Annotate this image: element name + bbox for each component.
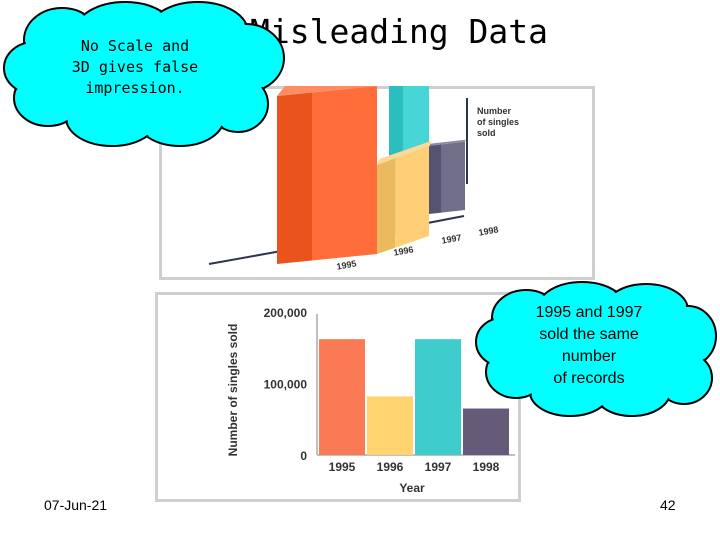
bar-3d-1998 <box>429 139 466 214</box>
callout-line: impression. <box>85 79 185 97</box>
slide-title: Misleading Data <box>250 12 549 51</box>
value-axis-label: of singles <box>477 117 519 127</box>
callout-cloud-3d-warning: No Scale and 3D gives false impression. <box>0 0 290 150</box>
bar-3d-1995 <box>277 86 377 264</box>
year-label: 1998 <box>478 224 499 237</box>
callout-cloud-same-records: 1995 and 1997 sold the same number of re… <box>474 280 720 420</box>
x-tick-label: 1997 <box>425 460 452 474</box>
callout-line: sold the same <box>539 326 639 343</box>
x-tick-label: 1998 <box>473 460 500 474</box>
y-tick-label: 200,000 <box>264 306 308 320</box>
value-axis-label: sold <box>477 128 496 138</box>
callout-line: of records <box>553 370 625 387</box>
y-tick-label: 100,000 <box>264 378 308 392</box>
cloud-shape <box>475 281 717 417</box>
y-tick-label: 0 <box>300 449 307 463</box>
bar-1998 <box>463 408 509 455</box>
callout-line: number <box>561 348 617 365</box>
year-label: 1997 <box>441 232 462 245</box>
callout-line: 1995 and 1997 <box>535 304 643 321</box>
value-axis-label: Number <box>477 106 512 116</box>
callout-line: No Scale and <box>80 37 190 55</box>
y-axis-title: Number of singles sold <box>226 324 240 457</box>
x-tick-label: 1995 <box>329 460 356 474</box>
bar-1997 <box>415 339 461 455</box>
year-label: 1995 <box>336 258 357 271</box>
year-label: 1996 <box>393 244 414 257</box>
bar-1996 <box>367 396 413 455</box>
cloud-shape <box>3 1 285 147</box>
callout-line: 3D gives false <box>71 58 199 76</box>
slide-date: 07-Jun-21 <box>44 497 108 513</box>
bar-1995 <box>319 339 365 455</box>
x-axis-title: Year <box>399 481 425 495</box>
slide-number: 42 <box>660 497 676 513</box>
callout-text-2d: 1995 and 1997 sold the same number of re… <box>494 302 684 390</box>
chart-2d-bars: 0 100,000 200,000 1995 1996 1997 1998 Year Numbe… <box>155 292 521 502</box>
bar-3d-1996 <box>377 140 432 254</box>
x-tick-label: 1996 <box>377 460 404 474</box>
callout-text-3d: No Scale and 3D gives false impression. <box>30 36 240 99</box>
